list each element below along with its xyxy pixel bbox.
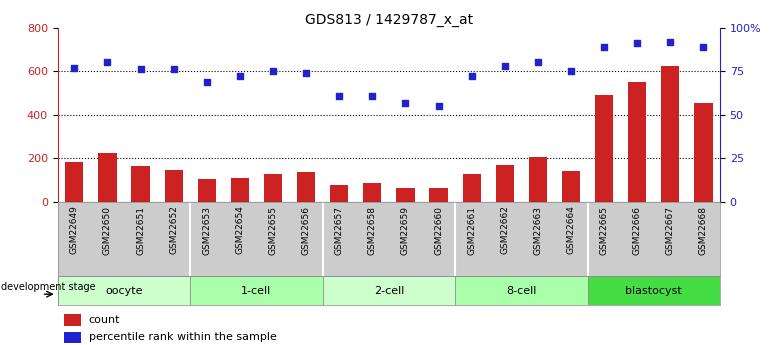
Bar bbox=[496, 165, 514, 202]
Point bbox=[531, 60, 544, 65]
Bar bbox=[529, 157, 547, 202]
Bar bbox=[297, 172, 315, 202]
Text: GSM22657: GSM22657 bbox=[335, 206, 343, 255]
Point bbox=[200, 79, 213, 85]
Text: GSM22663: GSM22663 bbox=[534, 206, 542, 255]
Point bbox=[367, 93, 379, 98]
Text: GSM22666: GSM22666 bbox=[633, 206, 641, 255]
Text: GSM22661: GSM22661 bbox=[467, 206, 476, 255]
Text: percentile rank within the sample: percentile rank within the sample bbox=[89, 332, 276, 342]
Text: GSM22655: GSM22655 bbox=[269, 206, 277, 255]
Point bbox=[499, 63, 511, 69]
Text: GSM22659: GSM22659 bbox=[401, 206, 410, 255]
Bar bbox=[463, 174, 480, 202]
Bar bbox=[363, 183, 381, 202]
Bar bbox=[65, 315, 81, 326]
Point bbox=[664, 39, 677, 44]
Title: GDS813 / 1429787_x_at: GDS813 / 1429787_x_at bbox=[305, 12, 473, 27]
Bar bbox=[695, 103, 712, 202]
Bar bbox=[397, 188, 414, 202]
Text: blastocyst: blastocyst bbox=[625, 286, 682, 296]
Point bbox=[135, 67, 147, 72]
Point bbox=[465, 73, 477, 79]
Bar bbox=[562, 171, 580, 202]
Bar bbox=[99, 154, 116, 202]
Bar bbox=[264, 174, 282, 202]
Text: GSM22653: GSM22653 bbox=[203, 206, 211, 255]
Point bbox=[333, 93, 346, 98]
Bar bbox=[628, 82, 646, 202]
Point bbox=[102, 60, 114, 65]
Bar bbox=[330, 186, 348, 202]
Bar bbox=[132, 166, 149, 202]
Text: GSM22662: GSM22662 bbox=[500, 206, 509, 254]
Point bbox=[68, 65, 81, 70]
Text: GSM22649: GSM22649 bbox=[70, 206, 79, 254]
Text: GSM22665: GSM22665 bbox=[600, 206, 608, 255]
Text: GSM22651: GSM22651 bbox=[136, 206, 145, 255]
Text: GSM22652: GSM22652 bbox=[169, 206, 178, 254]
Bar bbox=[198, 179, 216, 202]
Bar bbox=[65, 161, 83, 202]
Text: count: count bbox=[89, 315, 120, 325]
Bar bbox=[231, 178, 249, 202]
Point bbox=[598, 44, 611, 50]
Text: GSM22658: GSM22658 bbox=[368, 206, 377, 255]
Point bbox=[631, 40, 644, 46]
Point bbox=[698, 44, 710, 50]
Point bbox=[168, 67, 180, 72]
Text: 2-cell: 2-cell bbox=[373, 286, 404, 296]
Bar bbox=[58, 276, 190, 305]
Text: GSM22667: GSM22667 bbox=[666, 206, 675, 255]
Bar bbox=[323, 276, 455, 305]
Point bbox=[400, 100, 412, 105]
Text: GSM22660: GSM22660 bbox=[434, 206, 443, 255]
Point bbox=[300, 70, 313, 76]
Text: GSM22664: GSM22664 bbox=[567, 206, 575, 254]
Text: GSM22656: GSM22656 bbox=[302, 206, 310, 255]
Bar bbox=[595, 95, 613, 202]
Text: GSM22668: GSM22668 bbox=[699, 206, 708, 255]
Text: GSM22650: GSM22650 bbox=[103, 206, 112, 255]
Text: development stage: development stage bbox=[2, 282, 95, 292]
Point bbox=[433, 103, 445, 109]
Text: oocyte: oocyte bbox=[105, 286, 142, 296]
Bar bbox=[588, 276, 720, 305]
Bar bbox=[65, 332, 81, 343]
Text: GSM22654: GSM22654 bbox=[236, 206, 244, 254]
Point bbox=[565, 68, 578, 74]
Bar bbox=[190, 276, 323, 305]
Text: 8-cell: 8-cell bbox=[506, 286, 537, 296]
Bar bbox=[661, 66, 679, 202]
Bar bbox=[430, 188, 447, 202]
Bar bbox=[165, 170, 182, 202]
Point bbox=[267, 68, 280, 74]
Point bbox=[234, 73, 246, 79]
Text: 1-cell: 1-cell bbox=[241, 286, 272, 296]
Bar bbox=[455, 276, 588, 305]
